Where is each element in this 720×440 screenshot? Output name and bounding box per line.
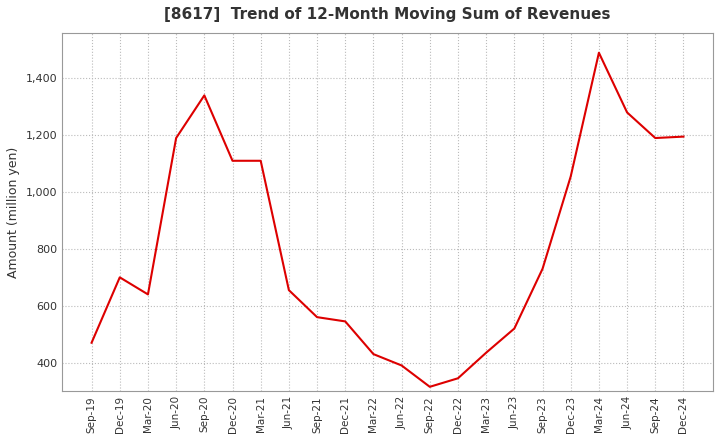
Y-axis label: Amount (million yen): Amount (million yen) xyxy=(7,147,20,278)
Title: [8617]  Trend of 12-Month Moving Sum of Revenues: [8617] Trend of 12-Month Moving Sum of R… xyxy=(164,7,611,22)
